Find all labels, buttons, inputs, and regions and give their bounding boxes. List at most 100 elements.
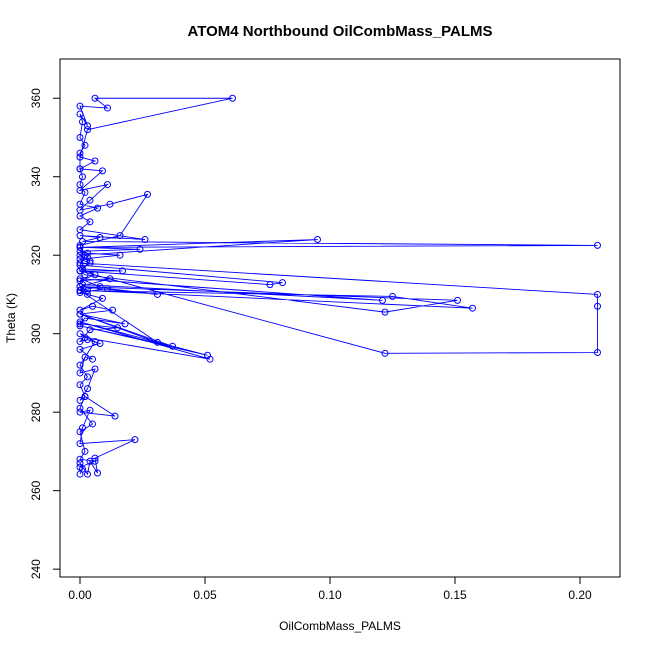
data-point bbox=[76, 186, 84, 194]
x-tick-label: 0.20 bbox=[568, 588, 592, 602]
data-point bbox=[86, 406, 94, 414]
data-point bbox=[594, 302, 601, 310]
data-point bbox=[76, 102, 84, 110]
data-point bbox=[84, 122, 91, 130]
data-point bbox=[79, 173, 86, 181]
data-point bbox=[76, 338, 84, 346]
data-point bbox=[76, 459, 84, 467]
data-point bbox=[144, 190, 151, 198]
data-point bbox=[81, 141, 89, 149]
data-point bbox=[76, 241, 84, 249]
data-point bbox=[81, 334, 89, 342]
data-point bbox=[106, 200, 114, 208]
data-point bbox=[96, 234, 104, 242]
data-point bbox=[229, 94, 236, 102]
data-point bbox=[154, 338, 161, 346]
data-point bbox=[119, 267, 126, 275]
y-tick-label: 260 bbox=[29, 480, 43, 500]
data-point bbox=[81, 353, 89, 361]
data-point bbox=[76, 369, 84, 377]
data-point bbox=[91, 457, 99, 465]
data-point bbox=[594, 349, 601, 357]
data-point bbox=[91, 365, 99, 373]
data-point bbox=[76, 322, 84, 330]
data-point bbox=[114, 324, 121, 332]
data-point bbox=[84, 126, 91, 134]
data-point bbox=[76, 206, 84, 214]
data-point bbox=[76, 455, 84, 463]
data-point bbox=[104, 104, 111, 112]
data-point bbox=[154, 290, 161, 298]
data-point bbox=[86, 259, 94, 267]
y-tick-label: 340 bbox=[29, 166, 43, 186]
x-tick-label: 0.15 bbox=[443, 588, 467, 602]
data-point bbox=[594, 241, 601, 249]
data-point bbox=[279, 279, 286, 287]
data-point bbox=[76, 345, 84, 353]
data-point bbox=[76, 381, 84, 389]
y-tick-label: 320 bbox=[29, 245, 43, 265]
data-point bbox=[89, 420, 96, 428]
y-axis-label: Theta (K) bbox=[4, 293, 18, 343]
data-point bbox=[76, 251, 84, 259]
data-point bbox=[121, 320, 129, 328]
data-point bbox=[76, 306, 84, 314]
data-point bbox=[76, 267, 84, 275]
data-point bbox=[99, 294, 106, 302]
chart-title: ATOM4 Northbound OilCombMass_PALMS bbox=[187, 23, 492, 40]
data-point bbox=[81, 314, 89, 322]
data-point bbox=[381, 308, 389, 316]
data-point bbox=[379, 296, 386, 304]
data-point bbox=[106, 275, 114, 283]
data-point bbox=[76, 404, 84, 412]
data-point bbox=[76, 287, 84, 295]
data-point bbox=[91, 338, 99, 346]
data-point bbox=[141, 236, 149, 244]
data-point bbox=[76, 275, 84, 283]
data-point bbox=[89, 355, 96, 363]
data-point bbox=[84, 287, 91, 295]
data-point bbox=[81, 392, 89, 400]
data-point bbox=[116, 251, 124, 259]
data-point bbox=[76, 408, 84, 416]
data-point bbox=[79, 281, 86, 289]
y-tick-label: 360 bbox=[29, 88, 43, 108]
x-axis: 0.00 0.05 0.10 0.15 0.20 bbox=[68, 577, 592, 602]
plot-frame bbox=[59, 58, 621, 578]
data-point bbox=[84, 385, 91, 393]
x-axis-label: OilCombMass_PALMS bbox=[279, 619, 401, 633]
data-point bbox=[81, 271, 89, 279]
data-point bbox=[86, 457, 94, 465]
data-point bbox=[86, 196, 94, 204]
data-point bbox=[76, 153, 84, 161]
y-tick-label: 300 bbox=[29, 323, 43, 343]
y-tick-label: 280 bbox=[29, 402, 43, 422]
data-point bbox=[91, 454, 99, 462]
data-point bbox=[76, 226, 84, 234]
data-point bbox=[86, 326, 94, 334]
data-point bbox=[381, 349, 389, 357]
data-point bbox=[206, 355, 214, 363]
data-point bbox=[91, 271, 99, 279]
data-point bbox=[76, 396, 84, 404]
data-point bbox=[76, 463, 84, 471]
data-point bbox=[111, 412, 119, 420]
data-point bbox=[76, 133, 84, 141]
data-point bbox=[91, 157, 99, 165]
x-tick-label: 0.00 bbox=[68, 588, 92, 602]
x-tick-label: 0.10 bbox=[318, 588, 342, 602]
data-point bbox=[594, 290, 601, 298]
data-point bbox=[86, 218, 94, 226]
data-point bbox=[76, 165, 84, 173]
data-point bbox=[76, 320, 84, 328]
data-point bbox=[94, 204, 101, 212]
data-point bbox=[469, 304, 476, 312]
data-point bbox=[76, 361, 84, 369]
data-point bbox=[99, 167, 106, 175]
data-point bbox=[76, 243, 84, 251]
data-point bbox=[76, 440, 84, 448]
data-point bbox=[109, 306, 116, 314]
data-point bbox=[169, 342, 176, 350]
data-point bbox=[76, 330, 84, 338]
